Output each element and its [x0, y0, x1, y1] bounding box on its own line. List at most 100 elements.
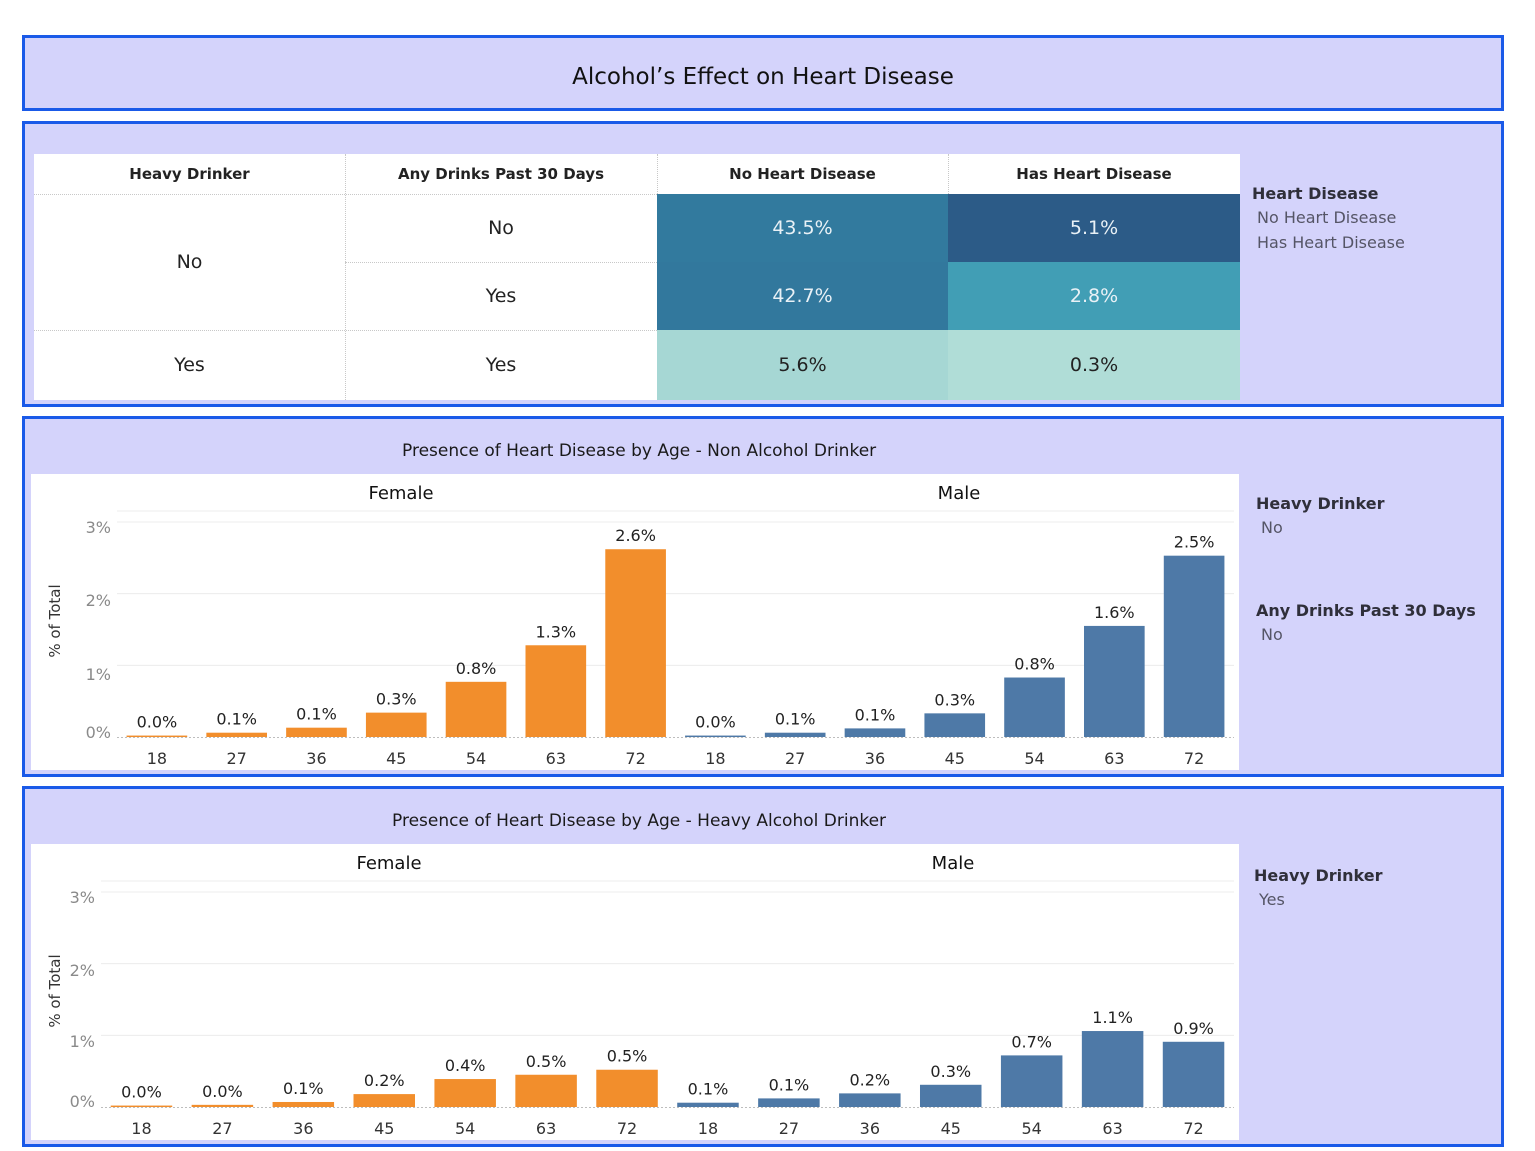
header-heavy-drinker[interactable]: Heavy Drinker	[129, 165, 250, 183]
grid-divider	[34, 194, 657, 195]
data-label: 0.0%	[137, 713, 178, 732]
bar[interactable]	[126, 735, 188, 738]
x-tick-label: 63	[1104, 749, 1124, 768]
data-label: 0.1%	[855, 705, 896, 724]
grid-divider	[345, 262, 657, 263]
grid-divider	[34, 330, 657, 331]
row-heavy-drinker-no: No	[176, 251, 203, 273]
filter-title-heavy-drinker: Heavy Drinker	[1254, 866, 1383, 885]
heatmap-cell[interactable]: 0.3%	[948, 330, 1240, 400]
bar[interactable]	[1081, 1031, 1144, 1107]
x-tick-label: 45	[945, 749, 965, 768]
header-has-heart-disease[interactable]: Has Heart Disease	[1016, 165, 1172, 183]
x-tick-label: 72	[1184, 749, 1204, 768]
data-label: 0.0%	[695, 713, 736, 732]
grid-divider	[657, 154, 658, 194]
bar[interactable]	[110, 1105, 173, 1108]
y-tick-label: 0%	[70, 1092, 95, 1111]
data-label: 0.1%	[296, 705, 337, 724]
bar[interactable]	[353, 1094, 416, 1107]
bar[interactable]	[605, 549, 666, 737]
data-label: 0.2%	[364, 1071, 405, 1090]
y-axis-label: % of Total	[46, 584, 64, 657]
data-label: 1.6%	[1094, 603, 1135, 622]
bar[interactable]	[525, 645, 587, 737]
x-tick-label: 45	[374, 1119, 394, 1138]
bar[interactable]	[286, 727, 347, 737]
x-tick-label: 27	[226, 749, 246, 768]
heatmap-cell[interactable]: 5.1%	[948, 194, 1240, 262]
filter-value-heavy-drinker[interactable]: Yes	[1259, 890, 1285, 909]
crosstab-table[interactable]: Heavy Drinker Any Drinks Past 30 Days No…	[34, 154, 1240, 400]
x-tick-label: 27	[779, 1119, 799, 1138]
bar[interactable]	[1084, 625, 1145, 737]
row-any-drinks-yes: Yes	[485, 354, 517, 376]
heatmap-cell[interactable]: 5.6%	[657, 330, 948, 400]
panel-header-female: Female	[356, 853, 421, 874]
bar-chart-non-drinker[interactable]: 0% 1% 2% 3% % of Total Female 0.0% 18 0.1% 27 0.1%…	[31, 474, 1239, 770]
bar[interactable]	[434, 1079, 496, 1107]
bar[interactable]	[844, 728, 906, 737]
bar[interactable]	[365, 712, 427, 737]
chart-area: 0% 1% 2% 3% % of Total Female 0.0% 18 0.1% 27 0.1%…	[31, 474, 1239, 770]
bar[interactable]	[445, 681, 507, 737]
data-label: 0.1%	[769, 1075, 810, 1094]
y-tick-label: 3%	[70, 888, 95, 907]
bar[interactable]	[596, 1069, 658, 1107]
data-label: 0.3%	[930, 1062, 971, 1081]
bar[interactable]	[758, 1098, 820, 1107]
data-label: 0.8%	[1014, 655, 1055, 674]
bar[interactable]	[764, 732, 826, 737]
x-tick-label: 36	[293, 1119, 313, 1138]
bar[interactable]	[839, 1093, 901, 1107]
y-tick-label: 3%	[86, 518, 111, 537]
filter-value-heavy-drinker[interactable]: No	[1261, 518, 1283, 537]
x-tick-label: 27	[785, 749, 805, 768]
filter-title-heavy-drinker: Heavy Drinker	[1256, 494, 1385, 513]
data-label: 0.3%	[934, 690, 975, 709]
x-tick-label: 18	[698, 1119, 718, 1138]
data-label: 0.4%	[445, 1056, 486, 1075]
header-any-drinks[interactable]: Any Drinks Past 30 Days	[397, 165, 605, 183]
bar[interactable]	[919, 1084, 982, 1107]
heatmap-cell[interactable]: 2.8%	[948, 262, 1240, 330]
dashboard-title-panel: Alcohol’s Effect on Heart Disease	[22, 35, 1504, 111]
data-label: 0.8%	[456, 659, 497, 678]
x-tick-label: 18	[147, 749, 167, 768]
bar[interactable]	[515, 1074, 577, 1107]
bar[interactable]	[1004, 677, 1065, 737]
y-tick-label: 1%	[70, 1032, 95, 1051]
bar[interactable]	[677, 1102, 739, 1107]
bar[interactable]	[1000, 1055, 1063, 1107]
bar[interactable]	[1163, 555, 1225, 737]
x-tick-label: 27	[212, 1119, 232, 1138]
data-label: 1.1%	[1092, 1008, 1133, 1027]
bar[interactable]	[1162, 1041, 1225, 1107]
x-tick-label: 54	[1024, 749, 1044, 768]
data-label: 0.1%	[283, 1079, 324, 1098]
legend-item-has-heart-disease[interactable]: Has Heart Disease	[1257, 233, 1405, 252]
bar[interactable]	[191, 1104, 254, 1107]
filter-value-any-drinks[interactable]: No	[1261, 625, 1283, 644]
bar[interactable]	[685, 735, 746, 738]
data-label: 0.1%	[688, 1080, 729, 1099]
filter-title-any-drinks: Any Drinks Past 30 Days	[1256, 601, 1476, 620]
x-tick-label: 45	[941, 1119, 961, 1138]
bar[interactable]	[272, 1101, 335, 1107]
chart-title: Presence of Heart Disease by Age - Heavy…	[392, 811, 887, 831]
data-label: 0.1%	[775, 710, 816, 729]
x-tick-label: 54	[466, 749, 486, 768]
bar-chart-heavy-drinker[interactable]: 0% 1% 2% 3% % of Total Female 0.0% 18 0.0% 27 0.1%…	[31, 844, 1239, 1140]
data-label: 2.6%	[615, 526, 656, 545]
panel-header-male: Male	[938, 483, 981, 504]
header-no-heart-disease[interactable]: No Heart Disease	[729, 165, 876, 183]
chart-title: Presence of Heart Disease by Age - Non A…	[402, 441, 877, 461]
dashboard-title: Alcohol’s Effect on Heart Disease	[572, 64, 954, 90]
heatmap-cell[interactable]: 43.5%	[657, 194, 948, 262]
legend-item-no-heart-disease[interactable]: No Heart Disease	[1257, 208, 1397, 227]
bar[interactable]	[206, 732, 267, 737]
data-label: 0.7%	[1011, 1032, 1052, 1051]
heatmap-cell[interactable]: 42.7%	[657, 262, 948, 330]
y-tick-label: 0%	[86, 723, 111, 742]
bar[interactable]	[924, 713, 986, 737]
